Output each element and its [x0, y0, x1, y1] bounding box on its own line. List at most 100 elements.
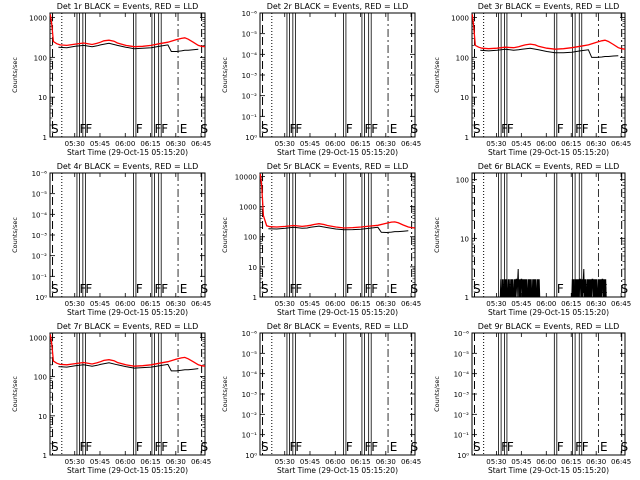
x-tick-label: 05:45 [511, 458, 531, 466]
x-axis-label: Start Time (29-Oct-15 05:15:20) [67, 308, 188, 317]
marker-label: F [154, 440, 161, 454]
series-events [499, 268, 541, 298]
marker-label: E [600, 122, 608, 136]
y-tick-label: 100 [456, 177, 469, 185]
y-tick-label: 10⁻⁴ [454, 371, 470, 379]
marker-label: S [51, 122, 59, 136]
panel-title: Det 6r BLACK = Events, RED = LLD [478, 162, 620, 171]
x-tick-label: 05:30 [65, 140, 85, 148]
x-tick-label: 05:45 [300, 458, 320, 466]
x-tick-label: 05:45 [300, 300, 320, 308]
y-tick-label: 10 [38, 413, 47, 421]
marker-label: F [364, 122, 371, 136]
y-tick-label: 10⁰ [245, 452, 257, 460]
marker-label: E [390, 440, 398, 454]
x-tick-label: 06:15 [140, 140, 160, 148]
plot-frame [259, 332, 416, 456]
y-tick-label: 10⁻² [454, 411, 470, 419]
y-tick-label: 10⁻⁶ [242, 10, 258, 18]
marker-label: E [180, 282, 188, 296]
marker-label: F [161, 440, 168, 454]
x-tick-label: 06:15 [350, 140, 370, 148]
marker-label: S [621, 282, 629, 296]
panel-det-8r: Det 8r BLACK = Events, RED = LLD 05:30 05:… [221, 322, 421, 475]
panel-det-1r: Det 1r BLACK = Events, RED = LLD 05:30 05:… [11, 2, 211, 157]
marker-label: S [410, 122, 418, 136]
marker-label: F [289, 282, 296, 296]
x-tick-label: 05:45 [90, 140, 110, 148]
y-tick-label: 10 [248, 264, 257, 272]
marker-label: F [507, 122, 514, 136]
marker-label: F [295, 122, 302, 136]
x-tick-label: 06:00 [115, 300, 135, 308]
panel-det-6r: Det 6r BLACK = Events, RED = LLD 05:30 05:… [433, 162, 631, 317]
marker-label: E [600, 440, 608, 454]
x-tick-label: 06:15 [561, 458, 581, 466]
x-tick-label: 06:30 [166, 458, 186, 466]
marker-label: S [473, 440, 481, 454]
panel-title: Det 4r BLACK = Events, RED = LLD [57, 162, 199, 171]
panel-det-2r: Det 2r BLACK = Events, RED = LLD 05:30 05:… [221, 2, 421, 157]
marker-label: F [136, 440, 143, 454]
x-tick-label: 06:00 [536, 300, 556, 308]
marker-label: E [180, 122, 188, 136]
y-tick-label: 10⁻³ [242, 72, 258, 80]
x-tick-label: 05:30 [486, 300, 506, 308]
x-tick-label: 06:30 [166, 300, 186, 308]
marker-label: F [289, 440, 296, 454]
y-tick-label: 10⁰ [457, 452, 469, 460]
marker-label: F [582, 122, 589, 136]
y-tick-label: 1 [465, 134, 469, 142]
x-tick-label: 06:00 [115, 458, 135, 466]
marker-label: F [507, 440, 514, 454]
marker-label: S [473, 122, 481, 136]
plot-frame [49, 12, 206, 138]
x-tick-label: 06:30 [586, 300, 606, 308]
marker-label: F [501, 122, 508, 136]
marker-label: F [582, 440, 589, 454]
marker-label: F [346, 282, 353, 296]
marker-label: S [51, 440, 59, 454]
x-tick-label: 06:15 [350, 458, 370, 466]
x-axis-label: Start Time (29-Oct-15 05:15:20) [67, 466, 188, 475]
panel-det-9r: Det 9r BLACK = Events, RED = LLD 05:30 05:… [433, 322, 631, 475]
marker-label: S [261, 440, 269, 454]
x-tick-label: 06:45 [611, 140, 631, 148]
panel-det-7r: Det 7r BLACK = Events, RED = LLD 05:30 05:… [11, 322, 211, 475]
x-axis-label: Start Time (29-Oct-15 05:15:20) [488, 308, 609, 317]
panel-title: Det 9r BLACK = Events, RED = LLD [478, 322, 620, 331]
marker-label: F [557, 440, 564, 454]
marker-label: F [346, 122, 353, 136]
x-tick-label: 06:00 [115, 140, 135, 148]
x-tick-label: 06:00 [325, 458, 345, 466]
panel-title: Det 2r BLACK = Events, RED = LLD [267, 2, 409, 11]
panel-title: Det 3r BLACK = Events, RED = LLD [478, 2, 620, 11]
y-tick-label: 10⁰ [245, 134, 257, 142]
x-tick-label: 06:45 [611, 458, 631, 466]
y-tick-label: 10000 [235, 173, 257, 181]
marker-label: E [180, 440, 188, 454]
y-tick-label: 10⁻³ [242, 391, 258, 399]
y-tick-label: 1000 [239, 204, 257, 212]
marker-label: S [261, 122, 269, 136]
y-tick-label: 10 [38, 94, 47, 102]
x-tick-label: 05:45 [511, 140, 531, 148]
marker-label: F [364, 440, 371, 454]
x-tick-label: 06:30 [166, 140, 186, 148]
y-tick-label: 10⁻⁶ [454, 330, 470, 338]
x-tick-label: 06:45 [611, 300, 631, 308]
series-lld [259, 173, 416, 229]
y-tick-label: 10⁻⁶ [242, 330, 258, 338]
x-tick-label: 06:45 [401, 458, 421, 466]
marker-label: F [575, 440, 582, 454]
y-axis-label: Counts/sec [221, 57, 229, 93]
x-tick-label: 06:30 [376, 140, 396, 148]
y-axis-label: Counts/sec [221, 217, 229, 253]
marker-label: F [136, 122, 143, 136]
y-tick-label: 1 [253, 294, 257, 302]
marker-label: S [261, 282, 269, 296]
y-tick-label: 10⁻² [32, 253, 48, 261]
series-events [480, 47, 619, 58]
y-tick-label: 100 [244, 234, 257, 242]
panel-title: Det 5r BLACK = Events, RED = LLD [267, 162, 409, 171]
